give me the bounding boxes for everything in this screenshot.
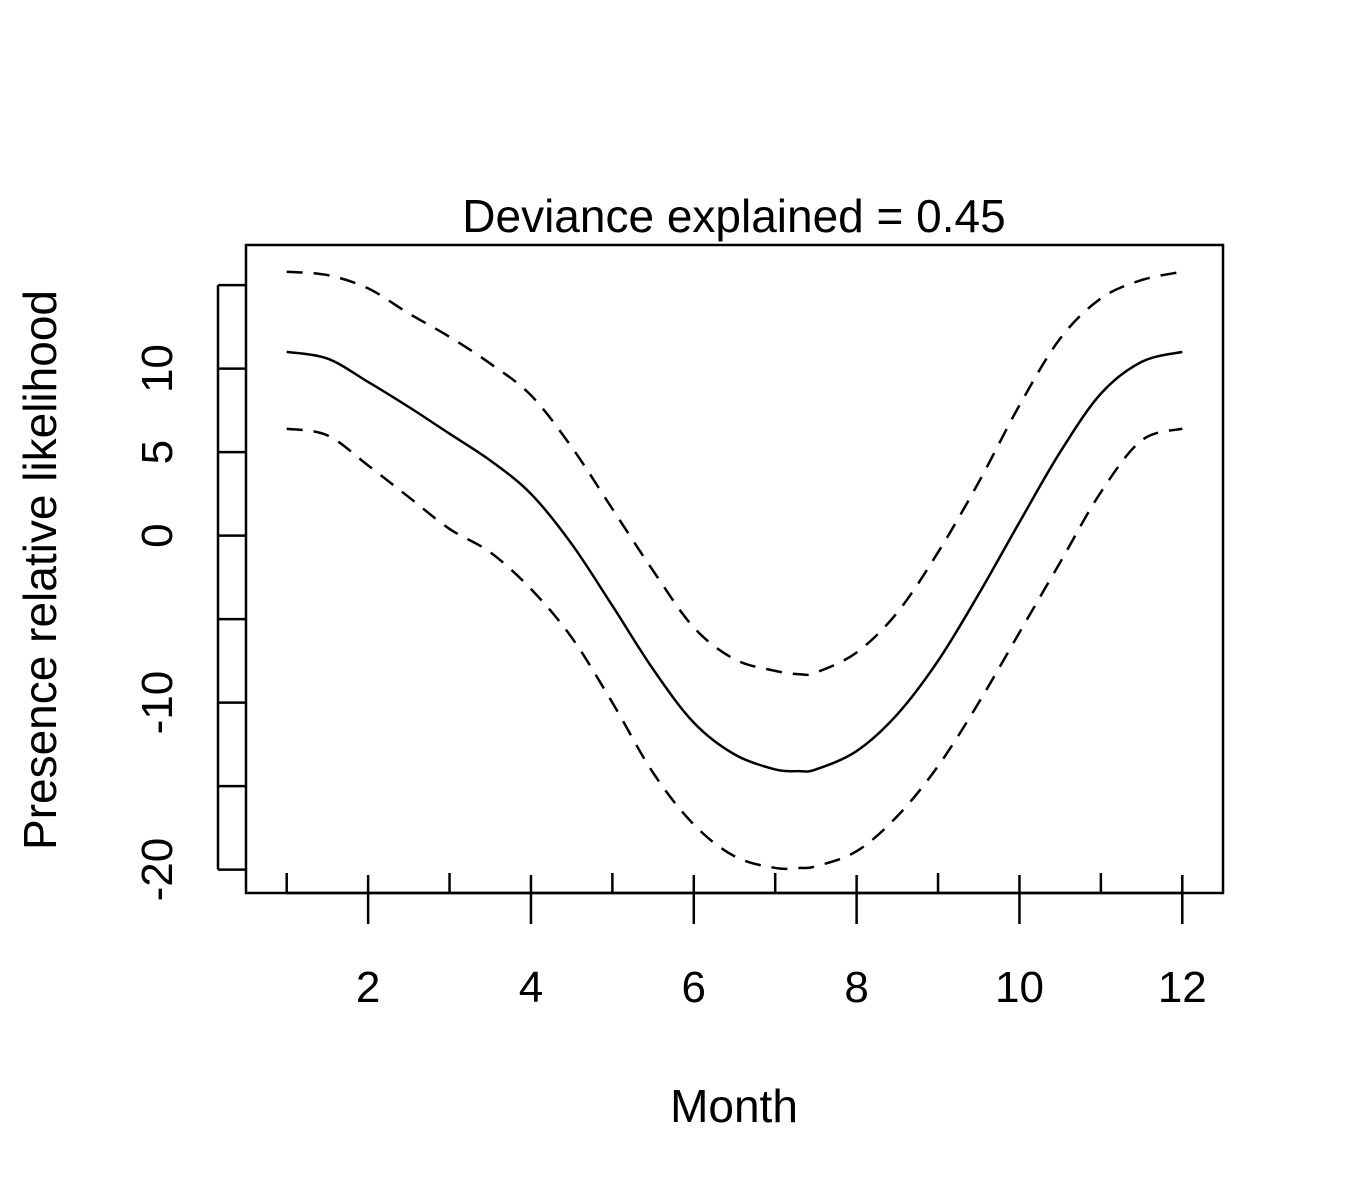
plot-frame [244,243,1225,895]
x-tick-label: 6 [682,963,706,1012]
chart-title: Deviance explained = 0.45 [462,190,1005,242]
x-tick-label: 12 [1158,963,1207,1012]
y-axis-title: Presence relative likelihood [14,290,66,850]
y-axis: -20 -10 0 5 10 [133,283,246,902]
fitted-line [286,350,1183,773]
x-axis-title: Month [670,1080,798,1132]
x-tick-label: 8 [844,963,868,1012]
y-tick-label: 0 [133,523,182,547]
y-tick-label: -10 [133,671,182,735]
confidence-band-line [286,427,1183,871]
x-tick-label: 10 [995,963,1044,1012]
y-tick-label: 5 [133,440,182,464]
y-tick-label: 10 [133,344,182,393]
x-tick-label: 4 [519,963,543,1012]
series-layer [286,270,1183,871]
x-axis: 2 4 6 8 10 12 [285,873,1207,1012]
y-tick-label: -20 [133,838,182,902]
x-tick-label: 2 [356,963,380,1012]
